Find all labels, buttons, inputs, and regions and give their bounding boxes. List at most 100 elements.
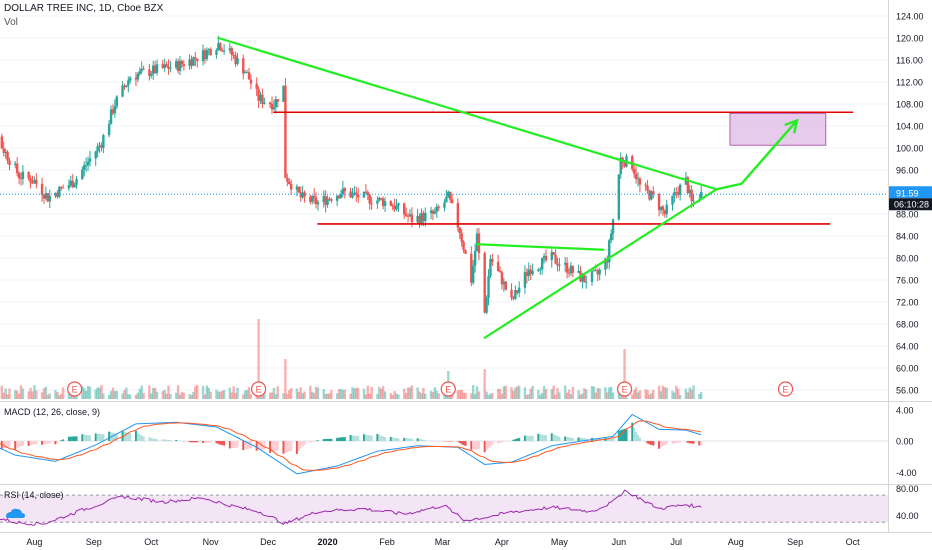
macd-histogram-bar [663,441,666,446]
macd-histogram-bar [259,441,262,451]
rsi-tick-label: 40.00 [896,511,919,521]
volume-bar [393,390,396,399]
volume-bar [96,387,99,399]
candle-body [673,192,676,196]
volume-bar [579,394,582,399]
macd-histogram-bar [376,433,379,442]
volume-bar [84,390,88,399]
price-tick-label: 72.00 [896,298,919,308]
candle-body [447,191,450,198]
volume-bar [113,391,117,399]
candle-body [577,270,580,273]
volume-bar [314,386,318,399]
volume-bar [203,394,207,399]
candle-body [349,191,352,198]
volume-bar [29,387,32,399]
candle-body [397,203,400,206]
macd-histogram-bar [545,435,548,442]
macd-histogram-bar [140,435,143,442]
earnings-marker [777,381,794,397]
macd-histogram-bar [648,441,651,445]
candle-body [236,58,239,64]
candle-body [403,203,406,215]
drawings [0,36,888,339]
candle-body [550,252,553,261]
volume-bar [282,393,285,399]
volume-bar [391,394,394,399]
volume-bar [380,388,383,399]
volume-bar [410,385,414,399]
candle-body [268,102,272,105]
candle-body [21,171,25,179]
time-tick-label: Dec [260,537,277,547]
candle-body [581,274,584,282]
candle-body [585,281,588,283]
rsi-line [0,489,702,526]
candle-body [48,195,51,202]
volume-bar [464,392,467,399]
candle-body [201,50,205,62]
time-tick-label: Jun [612,537,627,547]
macd-histogram-bar [581,438,584,442]
volume-bar [2,392,5,399]
candle-body [328,198,331,200]
macd-histogram-bar [221,441,224,446]
candle-body [404,214,408,216]
macd-histogram-bar [33,441,36,445]
volume-bar [222,389,226,399]
rsi-label: RSI (14, close) [4,490,64,500]
candle-body [619,157,622,175]
candle-body [337,195,341,199]
candle-body [563,262,567,265]
volume-bar [169,394,172,399]
macd-histogram-bar [541,434,544,442]
macd-histogram-bar [42,441,45,445]
macd-histogram-bar [552,434,555,442]
candle-body [395,205,398,210]
volume-bar [604,387,607,399]
earnings-marker [616,381,633,397]
macd-histogram-bar [650,441,653,446]
macd-histogram-bar [410,438,413,442]
price-tick-label: 108.00 [896,100,924,110]
candle-body [512,297,515,299]
volume-bar [619,394,622,399]
macd-histogram-bar [569,437,572,442]
macd-histogram-bar [209,441,212,443]
volume-bar [322,389,325,399]
volume-bar [473,393,477,399]
candle-body [100,145,103,148]
macd-histogram-bar [177,440,180,442]
candle-body [54,192,57,196]
candle-body [598,269,601,275]
candle-body [646,185,649,191]
macd-histogram-bar [391,437,394,442]
macd-histogram-bar [349,435,352,442]
candle-body [115,96,118,107]
macd-histogram-bar [202,441,205,443]
volume-bar [592,386,596,399]
volume-bar [245,390,249,399]
macd-histogram-bar [19,441,22,447]
candle-body [205,50,209,59]
volume-bar [606,392,609,399]
volume-bar [155,391,159,399]
volume-bar [537,389,540,399]
signal-line [0,420,702,471]
volume-bar [611,392,615,399]
volume-bar [634,387,638,399]
candle-body [389,201,393,206]
volume-bar [109,391,113,399]
macd-histogram-bar [671,441,674,444]
candle-body [196,58,199,62]
macd-histogram-bar [54,441,57,445]
candle-body [491,259,494,262]
volume-bar [270,392,274,399]
volume-bar [142,392,145,399]
volume-bar [609,386,613,399]
candle-body [604,258,607,270]
candle-body [67,185,71,189]
projection-arrowhead [784,118,799,134]
